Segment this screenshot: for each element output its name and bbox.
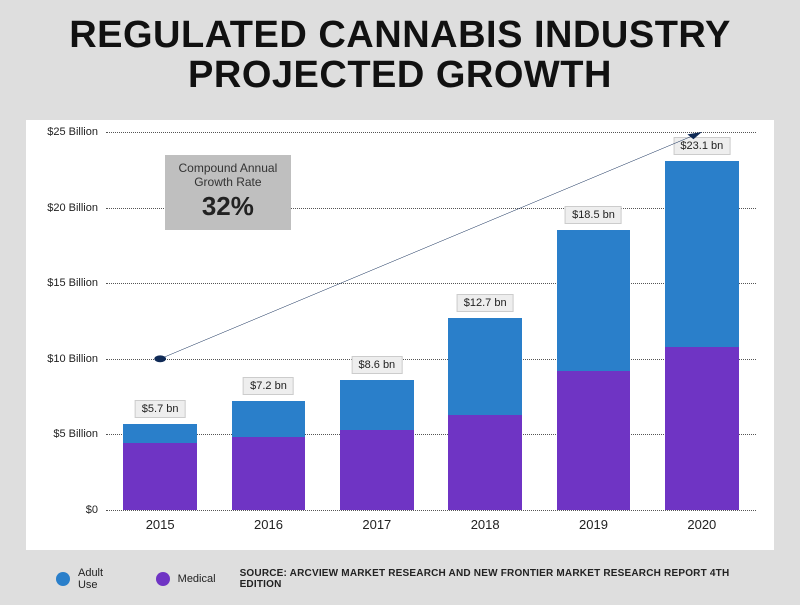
legend-swatch-adult-use [56, 572, 70, 586]
y-axis-label: $5 Billion [36, 428, 98, 440]
legend-label-adult-use: Adult Use [78, 567, 126, 591]
legend-label-medical: Medical [178, 573, 216, 585]
bar-total-label: $7.2 bn [243, 377, 294, 395]
title-line-1: REGULATED CANNABIS INDUSTRY [0, 16, 800, 56]
bar-segment [557, 371, 631, 510]
bar-total-label: $5.7 bn [135, 400, 186, 418]
y-axis-label: $0 [36, 504, 98, 516]
bar-segment [448, 318, 522, 415]
x-axis-label: 2018 [471, 517, 500, 532]
x-axis-label: 2016 [254, 517, 283, 532]
cagr-value: 32% [179, 191, 278, 222]
bar-segment [232, 401, 306, 437]
bar-segment [123, 424, 197, 444]
bar-total-label: $12.7 bn [457, 294, 514, 312]
bar-segment [557, 230, 631, 371]
legend-item-adult-use: Adult Use [56, 567, 126, 591]
title-line-2: PROJECTED GROWTH [0, 56, 800, 96]
bar-segment [665, 161, 739, 347]
bar-segment [232, 437, 306, 510]
gridline [106, 510, 756, 511]
plot-area: $0$5 Billion$10 Billion$15 Billion$20 Bi… [106, 132, 756, 510]
x-axis-label: 2015 [146, 517, 175, 532]
cagr-box: Compound AnnualGrowth Rate32% [165, 155, 292, 231]
bar-segment [123, 443, 197, 510]
bar-total-label: $18.5 bn [565, 206, 622, 224]
y-axis-label: $25 Billion [36, 126, 98, 138]
page: REGULATED CANNABIS INDUSTRY PROJECTED GR… [0, 0, 800, 605]
x-axis-label: 2017 [362, 517, 391, 532]
legend-swatch-medical [156, 572, 170, 586]
bar-group: $18.5 bn [557, 132, 631, 510]
legend: Adult Use Medical SOURCE: ARCVIEW MARKET… [26, 567, 774, 591]
y-axis-label: $20 Billion [36, 202, 98, 214]
bar-group: $23.1 bn [665, 132, 739, 510]
source-text: SOURCE: ARCVIEW MARKET RESEARCH AND NEW … [240, 568, 774, 590]
x-axis-label: 2020 [687, 517, 716, 532]
cagr-label: Compound AnnualGrowth Rate [179, 161, 278, 190]
chart-panel: $0 $5 Billion $10 Billion $15 Billion $20 Bi… [26, 120, 774, 550]
bar-total-label: $23.1 bn [673, 137, 730, 155]
bar-segment [665, 347, 739, 510]
bar-group: $12.7 bn [448, 132, 522, 510]
bar-group: $8.6 bn [340, 132, 414, 510]
legend-item-medical: Medical [156, 572, 216, 586]
page-title: REGULATED CANNABIS INDUSTRY PROJECTED GR… [0, 0, 800, 96]
bar-total-label: $8.6 bn [351, 356, 402, 374]
bar-segment [448, 415, 522, 510]
y-axis-label: $15 Billion [36, 277, 98, 289]
bar-segment [340, 380, 414, 430]
x-axis-label: 2019 [579, 517, 608, 532]
y-axis-label: $10 Billion [36, 353, 98, 365]
bar-segment [340, 430, 414, 510]
